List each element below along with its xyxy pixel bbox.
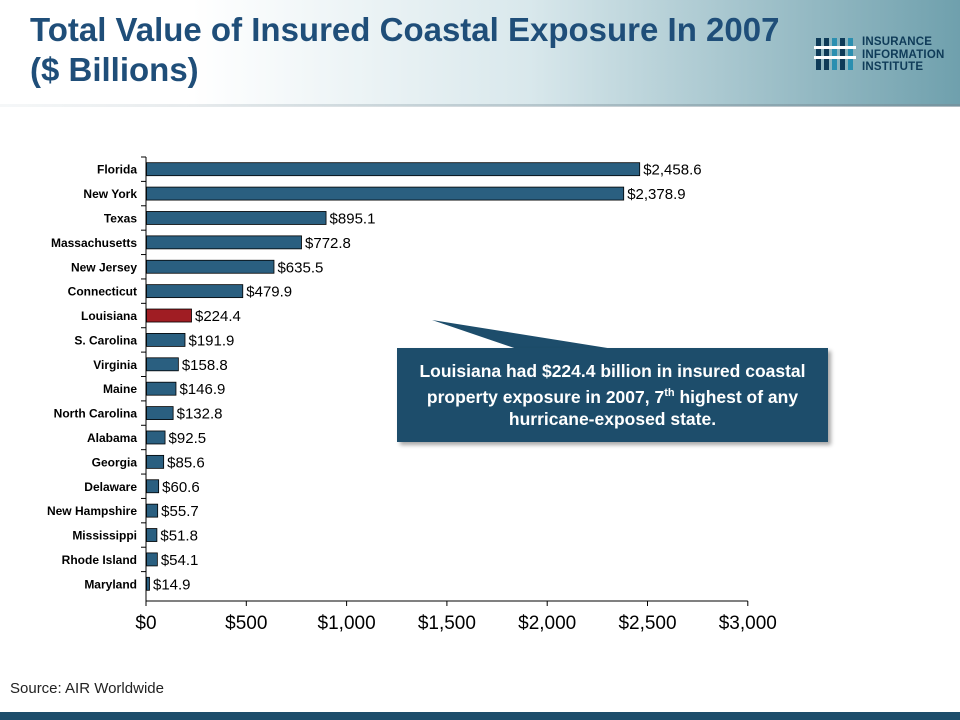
category-label: Mississippi xyxy=(72,529,137,543)
bars-layer xyxy=(146,162,641,591)
source-note: Source: AIR Worldwide xyxy=(10,680,164,697)
data-label: $60.6 xyxy=(162,479,200,496)
data-label: $895.1 xyxy=(330,210,376,227)
title-line-2: ($ Billions) xyxy=(30,51,199,88)
category-label: Connecticut xyxy=(68,285,137,299)
bar xyxy=(146,552,158,567)
data-label: $479.9 xyxy=(246,284,292,301)
bar xyxy=(146,211,327,225)
data-label: $14.9 xyxy=(153,576,191,593)
footer-band xyxy=(0,712,960,720)
data-label: $146.9 xyxy=(179,381,225,398)
data-label: $85.6 xyxy=(167,454,205,471)
bar xyxy=(146,333,186,347)
bar xyxy=(146,503,159,518)
bar xyxy=(146,235,302,250)
x-tick-label: $0 xyxy=(135,613,156,634)
category-label: Delaware xyxy=(84,480,137,494)
bar xyxy=(146,162,641,177)
category-label: Maryland xyxy=(84,577,137,591)
bar xyxy=(146,454,165,469)
callout-superscript: th xyxy=(664,387,675,400)
category-label: New Jersey xyxy=(71,260,137,274)
bar xyxy=(146,284,244,299)
x-tick-label: $500 xyxy=(225,613,267,634)
category-label: New Hampshire xyxy=(47,504,137,518)
bar xyxy=(146,381,177,396)
data-label: $54.1 xyxy=(161,552,199,569)
bar xyxy=(146,528,158,542)
category-label: North Carolina xyxy=(54,407,138,421)
data-label: $191.9 xyxy=(188,332,234,349)
callout-text-end: highest of any hurricane-exposed state. xyxy=(508,386,799,429)
logo-text: INSURANCE INFORMATION INSTITUTE xyxy=(862,36,944,74)
x-tick-label: $2,500 xyxy=(618,613,676,634)
data-label: $158.8 xyxy=(182,357,228,374)
category-label: Texas xyxy=(104,211,137,225)
x-tick-label: $3,000 xyxy=(719,613,777,634)
callout-box: Louisiana had $224.4 billion in insured … xyxy=(397,348,828,442)
category-label: Maine xyxy=(103,382,137,396)
axis-layer: $0 $500 $1,000 $1,500 $2,000 $2,500 $3,000 xyxy=(135,156,777,634)
data-label: $635.5 xyxy=(277,259,323,276)
header-divider xyxy=(0,104,960,107)
labels-layer: Florida $2,458.6 New York $2,378.9 Texas $895… xyxy=(47,162,702,594)
category-label: Louisiana xyxy=(81,309,137,323)
data-label: $51.8 xyxy=(160,528,198,545)
bar xyxy=(146,479,160,494)
callout-text: Louisiana had $224.4 billion in insured … xyxy=(397,360,828,430)
page-title: Total Value of Insured Coastal Exposure … xyxy=(30,10,779,90)
bar xyxy=(146,186,625,201)
data-label: $2,458.6 xyxy=(643,162,701,179)
bar xyxy=(146,357,179,372)
bar xyxy=(146,576,150,591)
data-label: $2,378.9 xyxy=(627,186,685,203)
data-label: $55.7 xyxy=(161,503,199,520)
title-line-1: Total Value of Insured Coastal Exposure … xyxy=(30,11,780,48)
category-label: Georgia xyxy=(92,455,138,469)
bar-highlight xyxy=(146,308,192,323)
iii-logo-icon xyxy=(814,38,856,70)
header-band xyxy=(0,0,960,106)
bar xyxy=(146,259,275,274)
logo-line-3: INSTITUTE xyxy=(862,61,924,73)
bar xyxy=(146,430,166,445)
data-label: $224.4 xyxy=(195,308,241,325)
callout-pointer xyxy=(432,320,620,350)
data-label: $132.8 xyxy=(177,406,223,423)
logo-line-1: INSURANCE xyxy=(862,36,933,48)
category-label: S. Carolina xyxy=(74,333,137,347)
logo-line-2: INFORMATION xyxy=(862,48,945,61)
category-label: Florida xyxy=(97,163,137,177)
x-tick-label: $2,000 xyxy=(518,613,576,634)
callout-text-main: Louisiana had $224.4 billion in insured … xyxy=(419,361,806,407)
x-tick-label: $1,000 xyxy=(318,613,376,634)
data-label: $772.8 xyxy=(305,235,351,252)
iii-logo: INSURANCE INFORMATION INSTITUTE xyxy=(814,34,954,74)
data-label: $92.5 xyxy=(169,430,207,447)
category-label: Massachusetts xyxy=(51,236,137,250)
category-label: Rhode Island xyxy=(62,553,137,567)
category-label: Alabama xyxy=(87,431,137,445)
category-label: New York xyxy=(83,187,137,201)
bar xyxy=(146,406,174,420)
category-label: Virginia xyxy=(93,358,137,372)
x-tick-label: $1,500 xyxy=(418,613,476,634)
